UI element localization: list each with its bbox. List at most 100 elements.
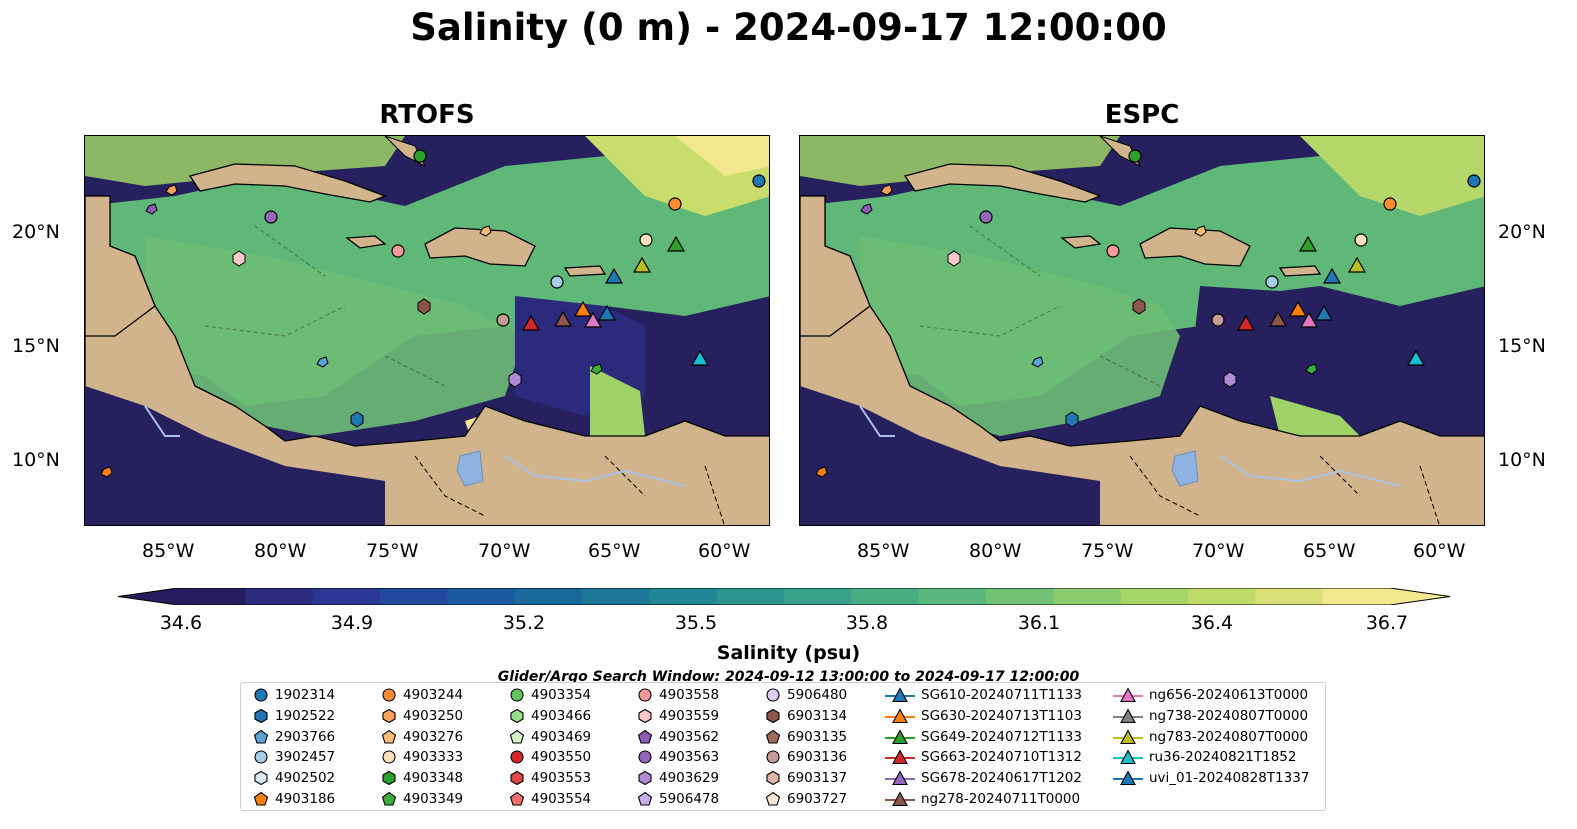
lon-tick-75w-espc: 75°W: [1081, 540, 1134, 562]
legend-item: 2903766: [253, 729, 335, 745]
hexagon-marker-icon: [254, 708, 268, 723]
legend-item: 4903553: [509, 770, 591, 786]
colorbar-tick-36-7: 36.7: [1365, 612, 1409, 634]
legend-item-label: 4903562: [659, 728, 720, 745]
lon-tick-70w-espc: 70°W: [1192, 540, 1245, 562]
pentagon-marker-icon: [381, 729, 397, 744]
colorbar-segment: [245, 588, 314, 605]
colorbar-segment: [784, 588, 852, 605]
lon-tick-65w-espc: 65°W: [1303, 540, 1356, 562]
legend-item-label: 4903244: [403, 687, 464, 703]
triangle-marker-icon: [1113, 770, 1143, 786]
colorbar-segment: [1120, 588, 1189, 605]
legend-item-label: 4903558: [659, 687, 720, 703]
legend-item: SG610-20240711T1133: [885, 687, 1082, 703]
lon-tick-60w-espc: 60°W: [1413, 540, 1466, 562]
colorbar-segment: [1188, 588, 1256, 605]
colorbar-segment: [1255, 588, 1324, 605]
colorbar-segment: [1053, 588, 1122, 605]
legend-item-label: 4903276: [403, 728, 464, 745]
panel-title-espc: ESPC: [1104, 100, 1180, 130]
legend-item: 5906478: [637, 791, 719, 807]
pentagon-marker-icon: [765, 791, 781, 806]
legend-item-label: 4903563: [659, 749, 720, 766]
legend-item: ng738-20240807T0000: [1113, 708, 1308, 724]
circle-marker-icon: [382, 750, 396, 764]
legend-item-label: ng278-20240711T0000: [921, 791, 1081, 807]
pentagon-marker-icon: [381, 791, 397, 806]
triangle-marker-icon: [885, 687, 915, 703]
legend-item-label: 4903559: [659, 707, 720, 724]
colorbar-segment: [312, 588, 381, 605]
lat-tick-15n-right: 15°N: [1498, 335, 1546, 357]
legend-item: SG649-20240712T1133: [885, 729, 1082, 745]
colorbar-tick-36-4: 36.4: [1190, 612, 1234, 634]
circle-marker-icon: [510, 750, 524, 764]
legend-item: 4903558: [637, 687, 719, 703]
legend-item-label: 4903354: [531, 687, 592, 703]
hexagon-marker-icon: [766, 771, 780, 786]
lat-tick-10n-right: 10°N: [1498, 449, 1546, 471]
panel-title-rtofs: RTOFS: [379, 100, 475, 130]
map-rtofs: [84, 135, 770, 526]
lon-tick-80w-espc: 80°W: [969, 540, 1022, 562]
legend-item: 4903333: [381, 749, 463, 765]
triangle-marker-icon: [1113, 728, 1143, 744]
legend-item-label: 5906478: [659, 791, 720, 807]
legend-item-label: SG649-20240712T1133: [921, 728, 1082, 745]
hexagon-marker-icon: [510, 771, 524, 786]
legend-item: uvi_01-20240828T1337: [1113, 770, 1309, 786]
legend-item: 4902502: [253, 770, 335, 786]
colorbar-segment: [380, 588, 448, 605]
legend-item: ng278-20240711T0000: [885, 791, 1080, 807]
legend-item-label: 4903629: [659, 770, 720, 787]
legend-item-label: 4903553: [531, 770, 592, 787]
legend-item: 4903562: [637, 729, 719, 745]
legend-item-label: 4903349: [403, 791, 464, 807]
legend-item: 4903244: [381, 687, 463, 703]
circle-marker-icon: [254, 688, 268, 702]
legend-item-label: 4903554: [531, 791, 592, 807]
search-window-caption: Glider/Argo Search Window: 2024-09-12 13…: [497, 669, 1080, 682]
colorbar-segment: [1322, 588, 1391, 605]
legend: 1902314 1902522 2903766 3902457 4902502 49031…: [240, 682, 1326, 811]
legend-item: 4903348: [381, 770, 463, 786]
lon-tick-65w-rtofs: 65°W: [588, 540, 641, 562]
hexagon-marker-icon: [638, 708, 652, 723]
triangle-marker-icon: [885, 791, 915, 807]
circle-marker-icon: [510, 688, 524, 702]
legend-item: 6903727: [765, 791, 847, 807]
legend-item: 5906480: [765, 687, 847, 703]
legend-item-label: 4903469: [531, 728, 592, 745]
legend-item: 3902457: [253, 749, 335, 765]
colorbar-extend-low: [118, 588, 178, 605]
lat-tick-20n-left: 20°N: [12, 221, 60, 243]
circle-marker-icon: [638, 688, 652, 702]
legend-item: 4903250: [381, 708, 463, 724]
legend-item: 6903134: [765, 708, 847, 724]
hexagon-marker-icon: [510, 708, 524, 723]
legend-item-label: 4903348: [403, 770, 464, 787]
colorbar-label: Salinity (psu): [716, 642, 861, 664]
lat-tick-20n-right: 20°N: [1498, 221, 1546, 243]
hexagon-marker-icon: [254, 771, 268, 786]
map-espc: [799, 135, 1485, 526]
legend-item: 6903136: [765, 749, 847, 765]
hexagon-marker-icon: [382, 708, 396, 723]
legend-item: 4903554: [509, 791, 591, 807]
pentagon-marker-icon: [637, 729, 653, 744]
colorbar-tick-35-5: 35.5: [674, 612, 718, 634]
legend-item: 6903135: [765, 729, 847, 745]
legend-item-label: 1902522: [275, 707, 336, 724]
colorbar: [118, 588, 1450, 605]
legend-item: 4903349: [381, 791, 463, 807]
colorbar-extend-high: [1390, 588, 1450, 605]
legend-item: 4903550: [509, 749, 591, 765]
legend-item: SG678-20240617T1202: [885, 770, 1082, 786]
legend-item: 4903563: [637, 749, 719, 765]
colorbar-segment: [514, 588, 583, 605]
legend-item: SG630-20240713T1103: [885, 708, 1082, 724]
circle-marker-icon: [382, 688, 396, 702]
pentagon-marker-icon: [253, 729, 269, 744]
legend-item: 4903559: [637, 708, 719, 724]
